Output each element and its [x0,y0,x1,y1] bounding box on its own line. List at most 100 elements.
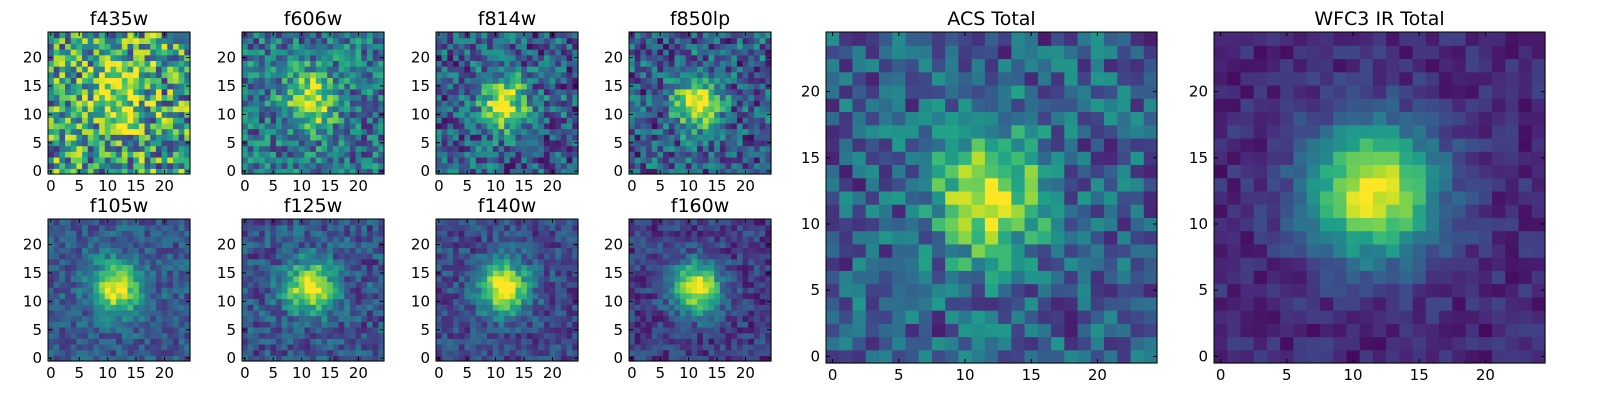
heatmap-cell [70,145,77,152]
heatmap-cell [150,270,157,277]
heatmap-cell [99,162,106,169]
heatmap-cell [464,162,471,169]
heatmap-cell [538,287,545,294]
heatmap-cell [264,241,271,248]
heatmap-cell [344,326,351,334]
heatmap-cell [481,71,488,79]
heatmap-cell [725,54,732,61]
heatmap-cell [332,247,340,254]
heatmap-cell [144,309,151,317]
heatmap-cell [498,304,505,311]
heatmap-cell [304,253,311,260]
heatmap-cell [76,338,83,345]
heatmap-cell [99,37,106,44]
heatmap-cell [674,168,681,175]
heatmap-cell [281,247,289,254]
heatmap-cell [59,287,66,294]
heatmap-cell [65,128,72,135]
heatmap-cell [651,355,658,362]
heatmap-cell [504,258,511,266]
heatmap-cell [566,338,573,345]
heatmap-cell [184,37,191,44]
heatmap-cell [53,54,60,61]
heatmap-cell [276,156,283,164]
heatmap-cell [349,292,357,300]
heatmap-cell [361,32,368,39]
heatmap-cell [349,37,357,44]
heatmap-cell [116,230,123,237]
heatmap-cell [759,168,766,175]
heatmap-cell [298,43,306,50]
heatmap-cell [629,151,636,158]
heatmap-cell [53,343,60,351]
heatmap-cell [538,338,545,345]
heatmap-cell [447,168,454,175]
heatmap-cell [765,304,772,311]
heatmap-cell [87,287,95,294]
heatmap-cell [464,77,471,84]
heatmap-cell [133,281,140,288]
heatmap-cell [144,162,151,169]
heatmap-cell [253,145,260,152]
heatmap-cell [685,83,693,90]
heatmap-cell [59,298,66,305]
heatmap-cell [702,88,710,96]
heatmap-cell [253,77,260,84]
heatmap-cell [714,315,721,322]
heatmap-cell [304,338,311,345]
heatmap-cell [110,236,117,243]
heatmap-cell [327,100,334,107]
heatmap-cell [270,343,277,351]
heatmap-cell [372,258,379,266]
heatmap-cell [87,258,95,266]
heatmap-cell [441,343,448,351]
heatmap-cell [447,219,454,226]
heatmap-cell [674,309,681,317]
heatmap-cell [441,77,448,84]
heatmap-cell [53,60,60,67]
heatmap-cell [441,236,448,243]
heatmap-cell [481,247,488,254]
heatmap-cell [697,111,704,118]
heatmap-cell [172,309,180,317]
heatmap-cell [509,117,517,124]
heatmap-cell [76,241,83,248]
heatmap-cell [270,321,277,328]
heatmap-cell [509,338,517,345]
heatmap-cell [133,122,140,130]
heatmap-cell [521,37,528,44]
heatmap-cell [560,304,568,311]
heatmap-cell [651,281,658,288]
heatmap-cell [504,275,511,283]
heatmap-cell [458,60,465,67]
heatmap-cell [509,258,517,266]
heatmap-cell [674,100,681,107]
heatmap-cell [453,236,460,243]
heatmap-cell [281,77,289,84]
heatmap-cell [76,105,83,113]
heatmap-cell [321,94,328,101]
heatmap-cell [344,32,351,39]
heatmap-cell [378,66,385,73]
heatmap-cell [184,122,191,130]
heatmap-cell [680,134,687,141]
heatmap-cell [663,309,670,317]
x-tick-label: 5 [268,364,278,382]
y-tick-label: 5 [613,134,623,152]
heatmap-cell [719,281,727,288]
heatmap-cell [748,117,755,124]
heatmap-cell [549,281,556,288]
heatmap-cell [276,275,283,283]
heatmap-cell [76,117,83,124]
heatmap-cell [138,270,146,277]
heatmap-cell [640,168,647,175]
heatmap-cell [543,264,551,271]
heatmap-cell [287,309,294,317]
heatmap-cell [361,71,368,79]
heatmap-cell [640,332,647,339]
heatmap-cell [731,117,738,124]
heatmap-cell [646,156,653,164]
heatmap-cell [167,304,174,311]
heatmap-cell [247,343,254,351]
heatmap-cell [242,162,249,169]
